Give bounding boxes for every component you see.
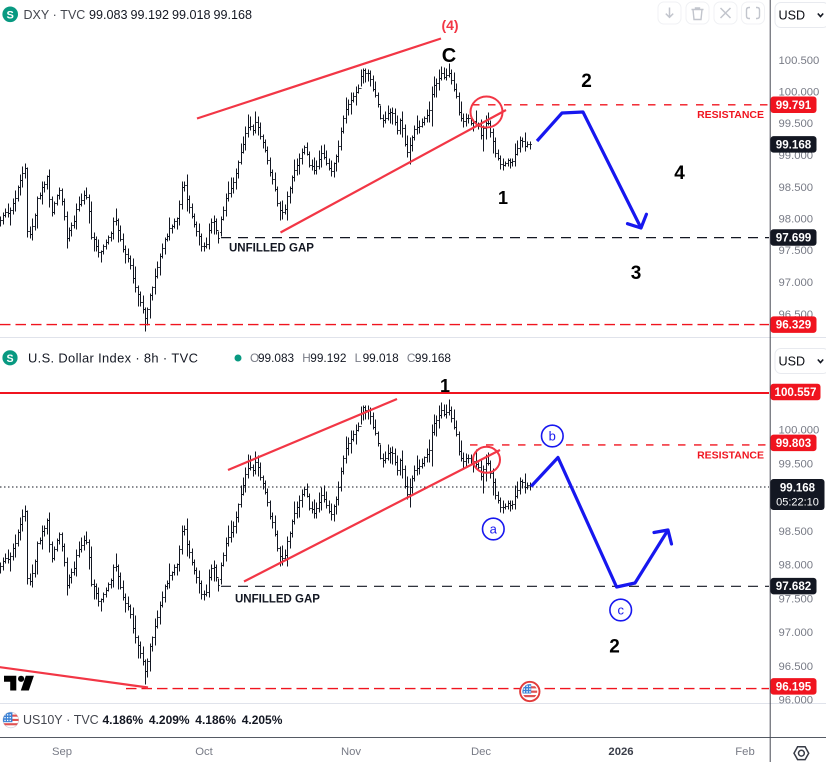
svg-text:L: L	[355, 351, 362, 365]
svg-text:Feb: Feb	[735, 746, 754, 758]
svg-text:96.500: 96.500	[779, 661, 814, 673]
svg-text:4.186%: 4.186%	[195, 713, 236, 727]
svg-text:DXY · TVC: DXY · TVC	[24, 8, 86, 22]
svg-text:UNFILLED GAP: UNFILLED GAP	[235, 594, 320, 606]
svg-text:Dec: Dec	[471, 746, 491, 758]
svg-text:97.699: 97.699	[776, 232, 812, 245]
svg-text:4: 4	[674, 163, 685, 184]
svg-text:U.S. Dollar Index · 8h · TVC: U.S. Dollar Index · 8h · TVC	[28, 350, 198, 365]
svg-text:2: 2	[609, 637, 620, 658]
svg-text:100.500: 100.500	[779, 55, 820, 67]
svg-text:Oct: Oct	[195, 746, 213, 758]
svg-text:99.791: 99.791	[776, 99, 812, 112]
svg-text:4.209%: 4.209%	[149, 713, 190, 727]
svg-text:99.500: 99.500	[779, 458, 814, 470]
svg-text:S: S	[7, 9, 14, 21]
svg-text:97.000: 97.000	[779, 627, 814, 639]
svg-text:(4): (4)	[441, 17, 458, 33]
svg-text:99.803: 99.803	[776, 437, 812, 450]
svg-text:98.000: 98.000	[779, 214, 814, 226]
svg-text:c: c	[617, 603, 624, 618]
svg-text:97.500: 97.500	[779, 593, 814, 605]
svg-text:99.192: 99.192	[131, 8, 170, 22]
svg-text:97.682: 97.682	[776, 580, 811, 593]
svg-text:98.500: 98.500	[779, 526, 814, 538]
svg-text:2026: 2026	[608, 746, 633, 758]
svg-text:USD: USD	[779, 355, 806, 369]
svg-text:UNFILLED GAP: UNFILLED GAP	[229, 243, 314, 255]
svg-text:96.195: 96.195	[776, 680, 812, 693]
svg-text:4.186%: 4.186%	[103, 713, 144, 727]
svg-text:97.000: 97.000	[779, 277, 814, 289]
svg-text:3: 3	[631, 263, 642, 284]
svg-text:C: C	[407, 351, 416, 365]
svg-text:98.500: 98.500	[779, 182, 814, 194]
svg-text:1: 1	[498, 188, 508, 208]
svg-text:RESISTANCE: RESISTANCE	[697, 109, 764, 121]
svg-text:99.000: 99.000	[779, 150, 814, 162]
svg-text:99.168: 99.168	[780, 483, 816, 495]
svg-text:99.168: 99.168	[776, 138, 812, 151]
svg-text:99.168: 99.168	[214, 8, 253, 22]
svg-text:2: 2	[581, 71, 592, 92]
svg-text:RESISTANCE: RESISTANCE	[697, 450, 764, 462]
svg-text:99.192: 99.192	[310, 351, 346, 365]
svg-text:97.500: 97.500	[779, 245, 814, 257]
svg-text:99.500: 99.500	[779, 118, 814, 130]
svg-text:100.000: 100.000	[779, 425, 820, 437]
svg-text:US10Y · TVC: US10Y · TVC	[23, 713, 99, 727]
svg-text:b: b	[549, 429, 556, 444]
svg-text:a: a	[490, 522, 498, 537]
svg-text:99.018: 99.018	[172, 8, 211, 22]
svg-text:99.018: 99.018	[363, 351, 400, 365]
svg-text:99.083: 99.083	[258, 351, 295, 365]
svg-text:99.168: 99.168	[415, 351, 452, 365]
svg-text:4.205%: 4.205%	[242, 713, 283, 727]
svg-text:S: S	[6, 353, 13, 365]
svg-text:100.000: 100.000	[779, 87, 820, 99]
svg-text:O: O	[250, 351, 259, 365]
svg-text:96.000: 96.000	[779, 695, 814, 707]
svg-text:100.557: 100.557	[775, 386, 817, 399]
svg-text:05:22:10: 05:22:10	[776, 497, 819, 509]
svg-text:Nov: Nov	[341, 746, 361, 758]
svg-text:H: H	[302, 351, 311, 365]
svg-text:USD: USD	[779, 9, 806, 23]
svg-text:1: 1	[440, 376, 450, 396]
svg-text:Sep: Sep	[52, 746, 72, 758]
svg-text:96.329: 96.329	[776, 319, 812, 332]
svg-text:C: C	[442, 45, 456, 67]
svg-text:99.083: 99.083	[89, 8, 128, 22]
svg-text:98.000: 98.000	[779, 560, 814, 572]
